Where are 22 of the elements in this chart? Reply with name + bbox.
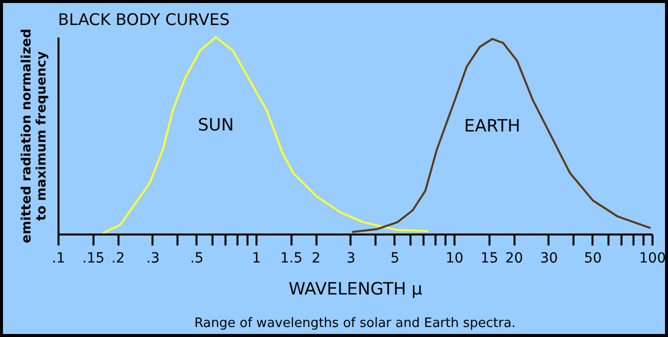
x-tick-label: .15 [82,250,104,266]
x-tick-label: 2 [312,250,321,266]
x-tick-label: 1 [252,250,261,266]
x-tick-label: .3 [146,250,160,266]
x-tick-label: .2 [111,250,125,266]
x-tick-label: 15 [480,250,498,266]
x-tick-label: .1 [52,250,66,266]
chart-title: BLACK BODY CURVES [58,10,230,30]
x-tick-label: 30 [540,250,558,266]
x-tick-label: 1.5 [280,250,302,266]
y-axis-title: emitted radiation normalized to maximum frequency [20,28,50,244]
x-tick-label: 100 [639,250,666,266]
x-axis-title: WAVELENGTH μ [288,280,423,300]
x-tick-label: 50 [584,250,602,266]
x-tick-label: 10 [446,250,464,266]
series-label: SUN [198,116,234,136]
x-tick-label: 5 [390,250,400,266]
x-tick-label: 3 [346,250,356,266]
series-label: EARTH [464,116,520,137]
text: Range of wavelengths of solar and Earth spectra. [194,316,516,331]
x-tick-label: .5 [190,250,204,266]
x-tick-label: 20 [505,250,524,266]
